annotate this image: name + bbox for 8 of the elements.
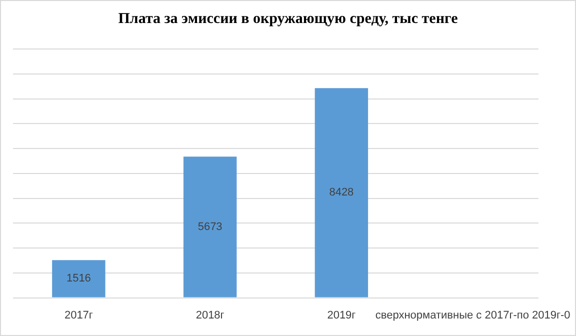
x-tick-label: 2019г <box>327 309 356 322</box>
data-label: 1516 <box>66 272 91 285</box>
x-tick-label: 2018г <box>196 309 224 322</box>
x-tick-label: сверхнормативные с 2017г-по 2019г-0 <box>375 309 570 322</box>
data-label: 8428 <box>329 186 354 199</box>
x-tick-label: 2017г <box>64 309 93 322</box>
chart-title: Плата за эмиссии в окружающую среду, тыс тенге <box>117 11 459 28</box>
data-label: 5673 <box>198 221 222 234</box>
